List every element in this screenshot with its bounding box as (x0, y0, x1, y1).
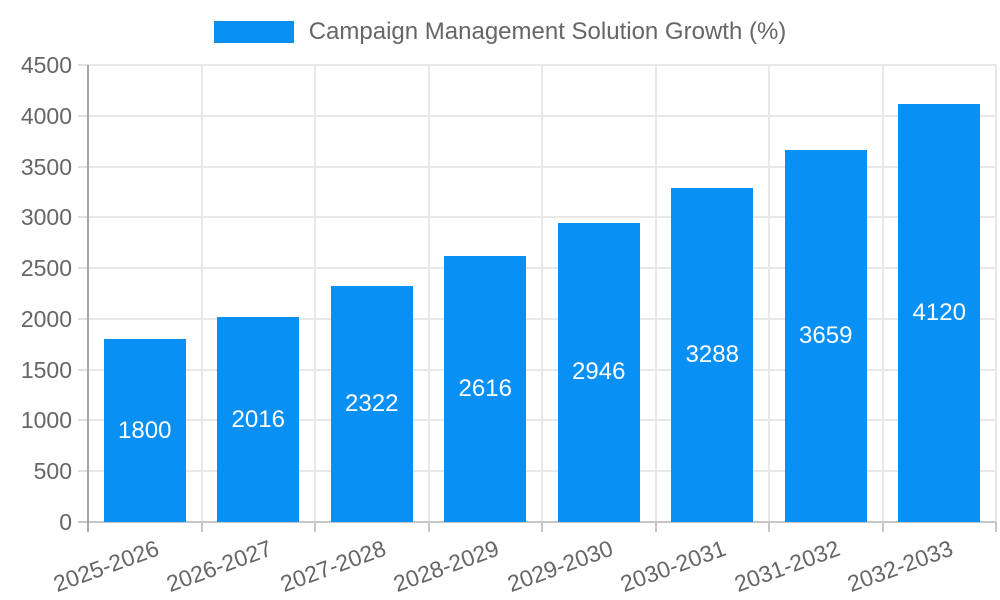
y-axis-tick (78, 368, 88, 371)
legend-swatch[interactable] (213, 21, 294, 43)
y-tick-label: 3500 (20, 153, 72, 180)
bar (557, 222, 640, 522)
x-gridline (995, 65, 997, 522)
x-gridline (881, 65, 884, 522)
x-gridline (541, 65, 543, 522)
bar-value-label: 2946 (572, 358, 626, 386)
x-axis-tick (541, 522, 543, 532)
bar (898, 103, 981, 522)
bar-value-label: 2322 (345, 390, 399, 418)
bar (671, 188, 754, 522)
y-axis-tick (78, 419, 88, 422)
x-tick-label: 2028-2029 (390, 534, 503, 597)
x-tick-label: 2030-2031 (617, 534, 730, 597)
x-tick-label: 2025-2026 (49, 534, 162, 597)
x-axis-tick (654, 522, 657, 532)
x-gridline (314, 65, 316, 522)
x-axis-tick (427, 522, 430, 532)
x-tick-label: 2032-2033 (844, 534, 957, 597)
x-tick-label: 2026-2027 (163, 534, 276, 597)
x-axis-tick (995, 522, 997, 532)
bar-value-label: 3288 (685, 341, 739, 369)
bar-value-label: 2616 (458, 375, 512, 403)
x-tick-label: 2027-2028 (276, 534, 389, 597)
y-axis-line (87, 65, 89, 532)
bar-value-label: 1800 (118, 416, 172, 444)
y-tick-label: 500 (33, 458, 72, 485)
bar-value-label: 3659 (799, 322, 853, 350)
y-tick-label: 1000 (20, 407, 72, 434)
bar (444, 256, 527, 522)
x-axis-tick (768, 522, 770, 532)
y-tick-label: 1500 (20, 356, 72, 383)
y-tick-label: 4500 (20, 52, 72, 78)
x-gridline (200, 65, 203, 522)
x-axis-tick (881, 522, 884, 532)
x-axis-tick (314, 522, 316, 532)
chart-legend: Campaign Management Solution Growth (%) (0, 16, 1000, 48)
bar (217, 317, 300, 522)
x-tick-label: 2031-2032 (730, 534, 843, 597)
x-axis-tick (200, 522, 203, 532)
x-axis-line (78, 521, 996, 523)
y-tick-label: 2500 (20, 255, 72, 282)
y-axis-tick (78, 64, 88, 66)
legend-label[interactable]: Campaign Management Solution Growth (%) (308, 18, 787, 45)
x-gridline (427, 65, 430, 522)
bar (330, 286, 413, 522)
y-axis-tick (78, 470, 88, 473)
y-axis-tick (78, 317, 88, 320)
bar (103, 339, 186, 522)
y-tick-label: 2000 (20, 305, 72, 332)
y-axis-tick (78, 216, 88, 219)
bar-value-label: 4120 (912, 298, 966, 326)
bar (784, 150, 867, 522)
x-gridline (654, 65, 657, 522)
y-tick-label: 0 (59, 509, 72, 535)
y-axis-tick (78, 267, 88, 270)
y-axis-tick (78, 114, 88, 117)
bar-value-label: 2016 (231, 405, 285, 433)
x-tick-label: 2029-2030 (503, 534, 616, 597)
x-gridline (768, 65, 770, 522)
y-axis-tick (78, 165, 88, 168)
y-tick-label: 3000 (20, 204, 72, 231)
y-tick-label: 4000 (20, 102, 72, 129)
